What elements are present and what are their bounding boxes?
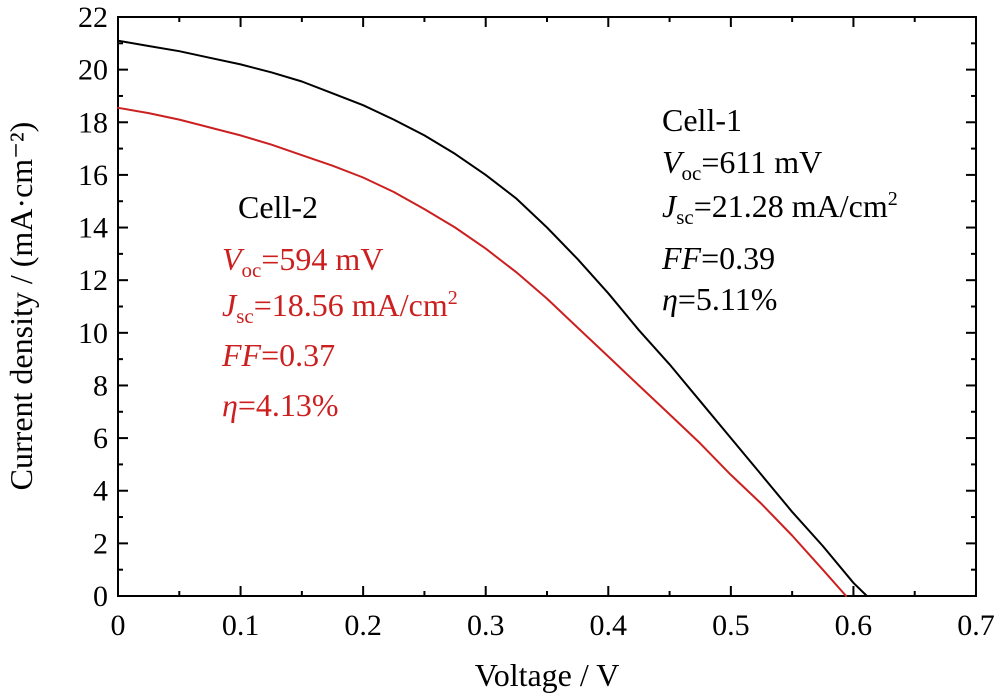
x-tick-label: 0.4 — [590, 609, 628, 642]
annotation-cell-2-title: Cell-2 — [238, 189, 318, 225]
x-tick-label: 0.5 — [712, 609, 750, 642]
x-tick-label: 0.1 — [222, 609, 260, 642]
x-tick-label: 0.2 — [344, 609, 382, 642]
x-tick-label: 0.3 — [467, 609, 505, 642]
y-tick-label: 10 — [78, 317, 108, 350]
y-tick-label: 6 — [93, 422, 108, 455]
annotation-cell-1-jsc: Jsc=21.28 mA/cm2 — [662, 188, 898, 229]
annotation-cell-2-jsc: Jsc=18.56 mA/cm2 — [222, 287, 458, 328]
series-line-cell-2 — [117, 106, 848, 597]
y-axis-label: Current density / (mA·cm⁻²) — [3, 122, 39, 491]
annotation-cell-1-voc: Voc=611 mV — [662, 144, 822, 185]
y-tick-label: 20 — [78, 54, 108, 87]
series-line-cell-1 — [117, 39, 868, 597]
y-tick-label: 18 — [78, 106, 108, 139]
y-tick-label: 14 — [78, 212, 108, 245]
y-tick-label: 2 — [93, 527, 108, 560]
annotation-cell-1-title: Cell-1 — [662, 102, 742, 138]
y-tick-label: 16 — [78, 159, 108, 192]
annotation-cell-2: Cell-2 Voc=594 mV Jsc=18.56 mA/cm2 FF=0.… — [221, 189, 458, 423]
annotation-cell-2-voc: Voc=594 mV — [222, 241, 383, 282]
y-tick-label: 0 — [93, 580, 108, 613]
x-axis-label: Voltage / V — [475, 657, 620, 693]
annotation-cell-1: Cell-1 Voc=611 mV Jsc=21.28 mA/cm2 FF=0.… — [661, 102, 898, 317]
annotation-cell-2-eta: η=4.13% — [222, 387, 339, 423]
annotation-cell-1-eta: η=5.11% — [662, 281, 777, 317]
axis-ticks: 0 0.1 0.2 0.3 0.4 0.5 0.6 0.7 0 2 4 6 8 10 12 14 16 18 20 2… — [78, 1, 995, 642]
series-lines — [117, 39, 868, 597]
annotation-cell-1-ff: FF=0.39 — [661, 240, 775, 276]
x-tick-label: 0.6 — [835, 609, 873, 642]
y-tick-label: 12 — [78, 264, 108, 297]
annotation-cell-2-ff: FF=0.37 — [221, 337, 335, 373]
y-tick-label: 22 — [78, 1, 108, 34]
y-tick-label: 8 — [93, 369, 108, 402]
x-tick-label: 0.7 — [957, 609, 995, 642]
y-tick-label: 4 — [93, 475, 108, 508]
x-tick-label: 0 — [111, 609, 126, 642]
